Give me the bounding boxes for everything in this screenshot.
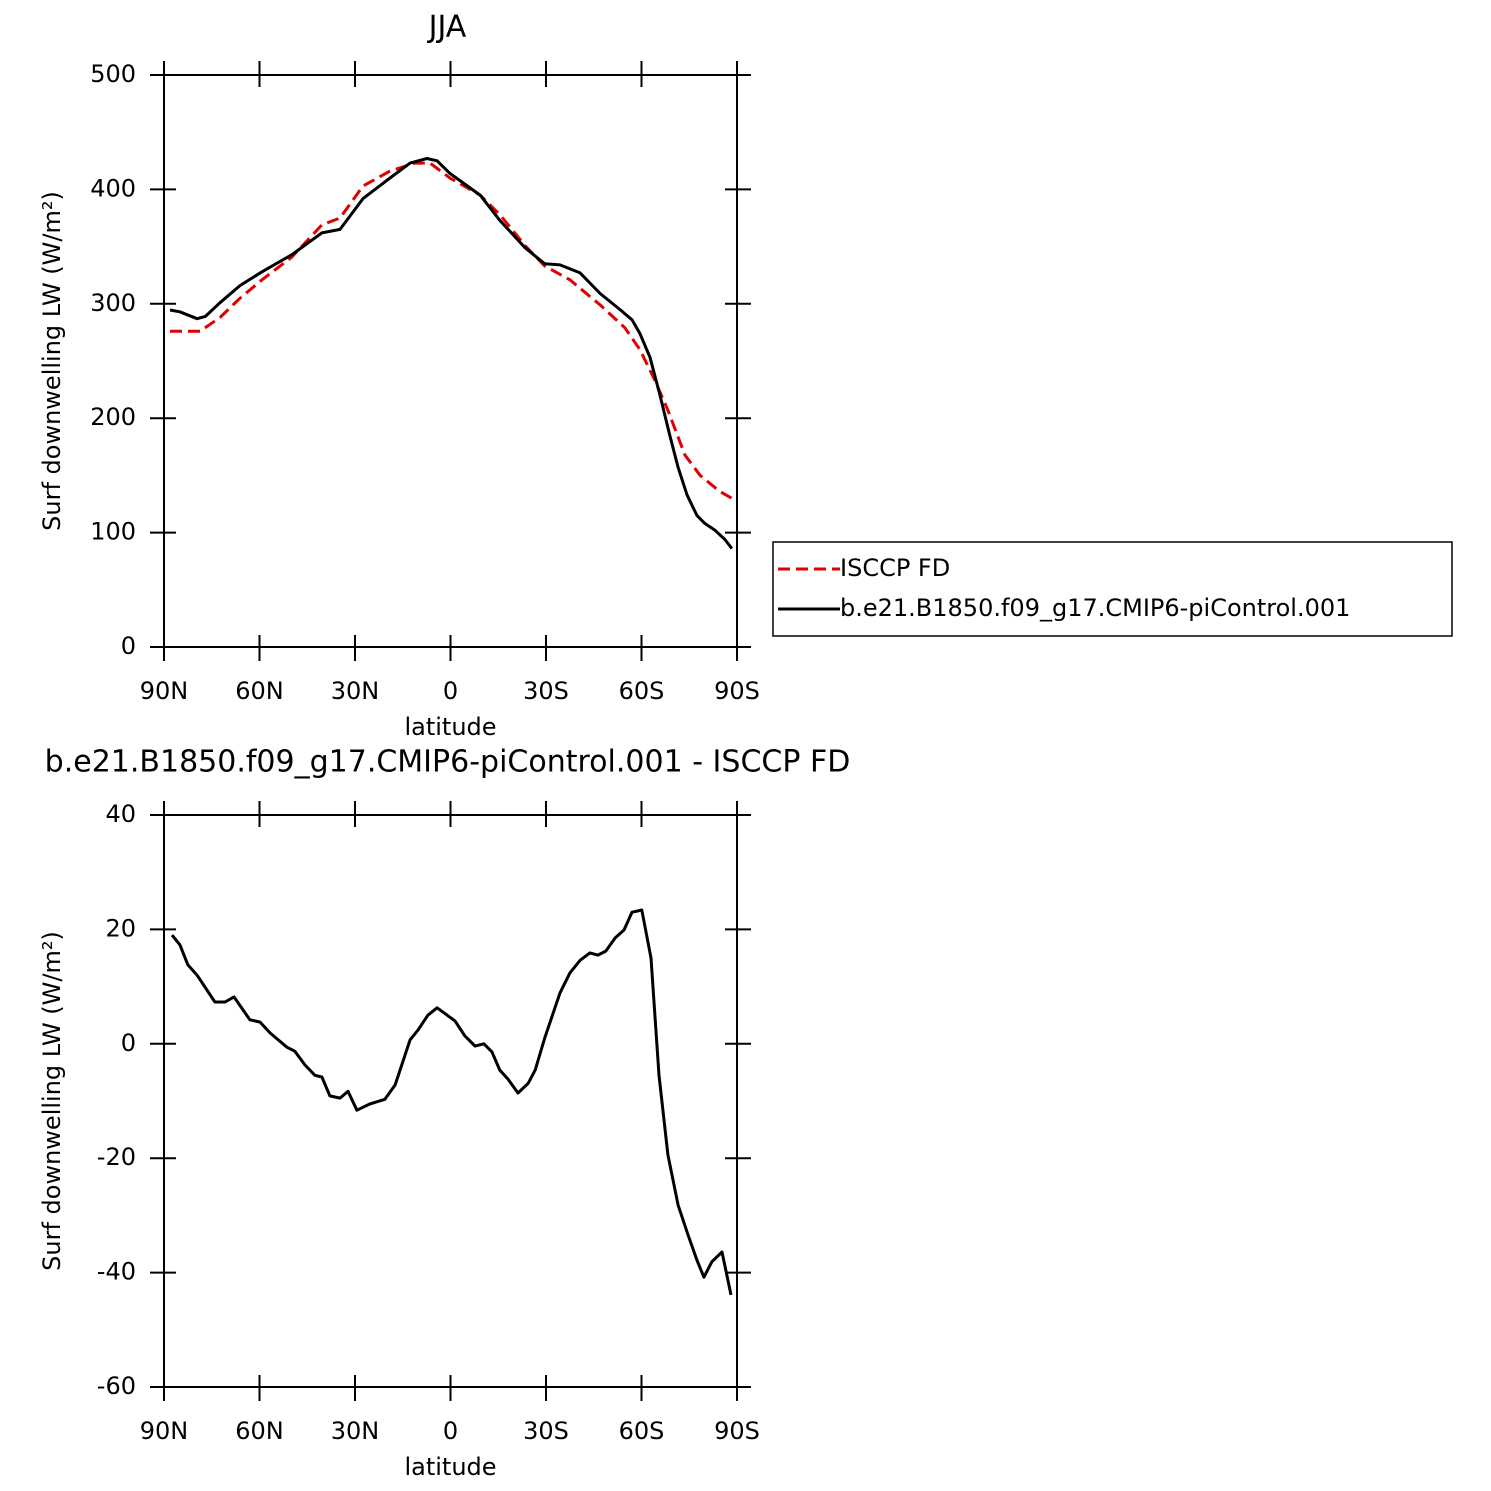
x-tick-label: 0 (443, 677, 458, 705)
x-tick-label: 60N (235, 677, 284, 705)
y-tick-label: 400 (90, 174, 136, 202)
y-axis-label: Surf downwelling LW (W/m²) (38, 931, 66, 1271)
data-line (170, 161, 733, 500)
y-tick-label: 300 (90, 289, 136, 317)
data-line (169, 157, 734, 550)
x-tick-label: 90N (140, 677, 189, 705)
x-tick-label: 30S (523, 1417, 569, 1445)
legend-label: ISCCP FD (840, 554, 950, 582)
y-tick-label: 500 (90, 60, 136, 88)
x-tick-label: 0 (443, 1417, 458, 1445)
legend-label: b.e21.B1850.f09_g17.CMIP6-piControl.001 (840, 594, 1350, 622)
x-tick-label: 30N (331, 1417, 380, 1445)
x-axis-label: latitude (404, 713, 496, 741)
x-tick-label: 30S (523, 677, 569, 705)
data-line (170, 908, 733, 1296)
x-tick-label: 60S (619, 1417, 665, 1445)
x-tick-label: 30N (331, 677, 380, 705)
y-tick-label: 40 (105, 800, 136, 828)
x-tick-label: 90S (714, 1417, 760, 1445)
x-tick-label: 90N (140, 1417, 189, 1445)
y-tick-label: 200 (90, 403, 136, 431)
plot-frame (163, 814, 738, 1388)
y-tick-label: -20 (97, 1143, 136, 1171)
y-tick-label: 0 (121, 1029, 136, 1057)
y-tick-label: -40 (97, 1258, 136, 1286)
y-tick-label: 0 (121, 632, 136, 660)
x-axis-label: latitude (404, 1453, 496, 1481)
x-tick-label: 60S (619, 677, 665, 705)
x-tick-label: 60N (235, 1417, 284, 1445)
x-tick-label: 90S (714, 677, 760, 705)
y-tick-label: 100 (90, 518, 136, 546)
legend-box (772, 541, 1453, 637)
chart-title: JJA (427, 10, 467, 45)
y-axis-label: Surf downwelling LW (W/m²) (38, 191, 66, 531)
chart-title: b.e21.B1850.f09_g17.CMIP6-piControl.001 … (45, 745, 851, 780)
y-tick-label: 20 (105, 914, 136, 942)
y-tick-label: -60 (97, 1372, 136, 1400)
